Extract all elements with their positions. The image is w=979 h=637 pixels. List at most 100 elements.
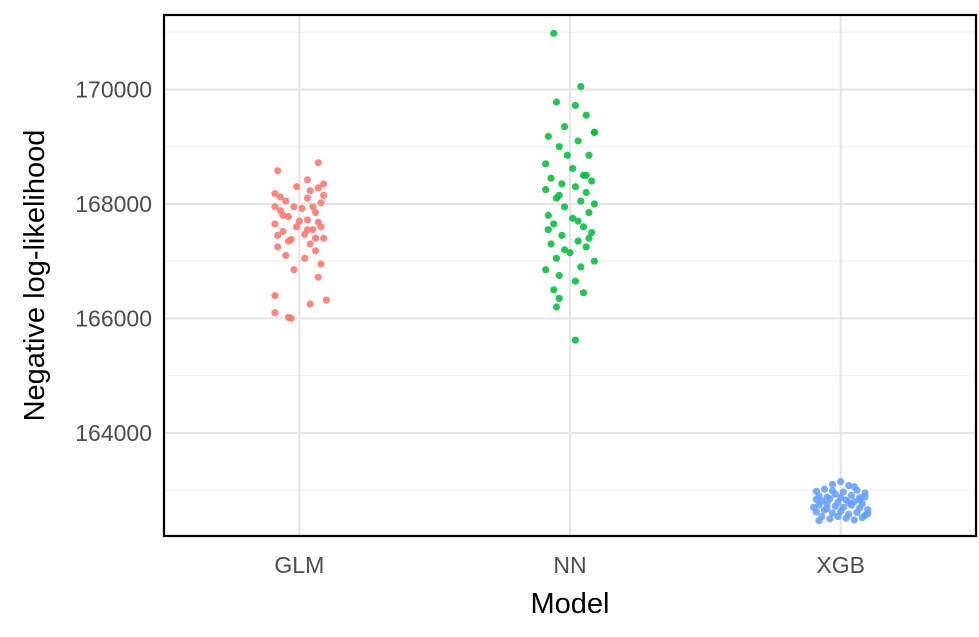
data-point: [544, 132, 552, 140]
data-point: [571, 183, 580, 191]
data-point: [274, 167, 282, 175]
data-point: [560, 203, 569, 211]
data-point: [547, 174, 555, 182]
data-point: [311, 247, 320, 255]
data-point: [271, 203, 279, 211]
data-point: [563, 151, 571, 159]
data-points: [271, 29, 872, 525]
data-point: [303, 226, 312, 234]
data-point: [569, 164, 577, 173]
data-point: [303, 176, 312, 184]
data-point: [282, 197, 290, 205]
data-point: [574, 217, 582, 225]
data-point: [550, 286, 558, 294]
data-point: [550, 220, 558, 228]
data-point: [577, 82, 585, 91]
data-point: [590, 128, 598, 136]
data-point: [850, 483, 858, 491]
data-point: [566, 248, 574, 257]
data-point: [544, 226, 552, 234]
data-point: [571, 101, 580, 110]
data-point: [558, 180, 566, 188]
data-point: [274, 231, 282, 240]
data-point: [837, 478, 845, 486]
data-point: [847, 491, 856, 499]
data-point: [552, 98, 561, 106]
data-point: [845, 499, 853, 507]
data-point: [552, 254, 561, 262]
data-point: [309, 226, 317, 234]
data-point: [542, 186, 550, 194]
plot-panel-border: [162, 13, 978, 538]
data-point: [864, 510, 872, 518]
data-point: [322, 296, 330, 304]
data-point: [317, 223, 325, 231]
data-point: [845, 482, 853, 490]
y-tick-label: 164000: [75, 420, 152, 446]
data-point: [547, 240, 555, 248]
data-point: [279, 227, 287, 236]
data-point: [842, 514, 850, 522]
x-axis-title: Model: [531, 588, 610, 620]
data-point: [550, 29, 558, 37]
data-point: [290, 203, 298, 211]
x-tick-label: GLM: [274, 552, 324, 578]
data-point: [571, 277, 580, 285]
data-point: [579, 289, 588, 297]
data-point: [560, 123, 569, 131]
data-point: [271, 220, 279, 228]
data-point: [812, 495, 820, 503]
data-point: [282, 251, 290, 260]
data-point: [588, 177, 596, 185]
data-point: [298, 204, 306, 213]
data-point: [558, 231, 566, 240]
data-point: [279, 211, 287, 219]
data-point: [585, 208, 593, 217]
data-point: [856, 496, 864, 504]
data-point: [271, 309, 279, 317]
data-point: [590, 200, 598, 208]
data-point: [839, 488, 847, 496]
data-point: [284, 237, 293, 245]
data-point: [293, 183, 301, 191]
data-point: [828, 487, 837, 495]
data-point: [820, 485, 829, 493]
data-point: [271, 190, 279, 198]
data-point: [582, 171, 590, 179]
data-point: [317, 199, 325, 207]
data-point: [544, 211, 552, 219]
data-point: [274, 243, 282, 251]
series-nn: [542, 29, 598, 344]
y-tick-label: 168000: [75, 191, 152, 217]
data-point: [831, 502, 839, 510]
data-point: [828, 509, 837, 517]
data-point: [850, 516, 858, 524]
data-point: [590, 257, 598, 265]
data-point: [555, 271, 563, 280]
data-point: [826, 515, 834, 523]
data-point: [560, 246, 569, 254]
data-point: [834, 512, 842, 521]
data-point: [837, 494, 845, 502]
data-point: [577, 197, 585, 205]
data-point: [810, 503, 818, 511]
data-point: [582, 188, 590, 197]
data-point: [309, 203, 317, 211]
data-point: [320, 234, 328, 242]
data-point: [542, 160, 550, 168]
x-tick-label: XGB: [816, 552, 865, 578]
data-point: [574, 137, 582, 145]
data-point: [828, 480, 837, 489]
data-point: [271, 291, 279, 300]
data-point: [577, 263, 585, 271]
data-point: [287, 314, 295, 323]
data-point: [306, 187, 314, 195]
data-point: [303, 194, 312, 202]
y-axis-tick-labels: 164000 166000 168000 170000: [75, 76, 152, 446]
data-point: [295, 217, 303, 225]
data-point: [574, 237, 582, 245]
data-point: [555, 143, 563, 151]
data-point: [582, 111, 590, 119]
